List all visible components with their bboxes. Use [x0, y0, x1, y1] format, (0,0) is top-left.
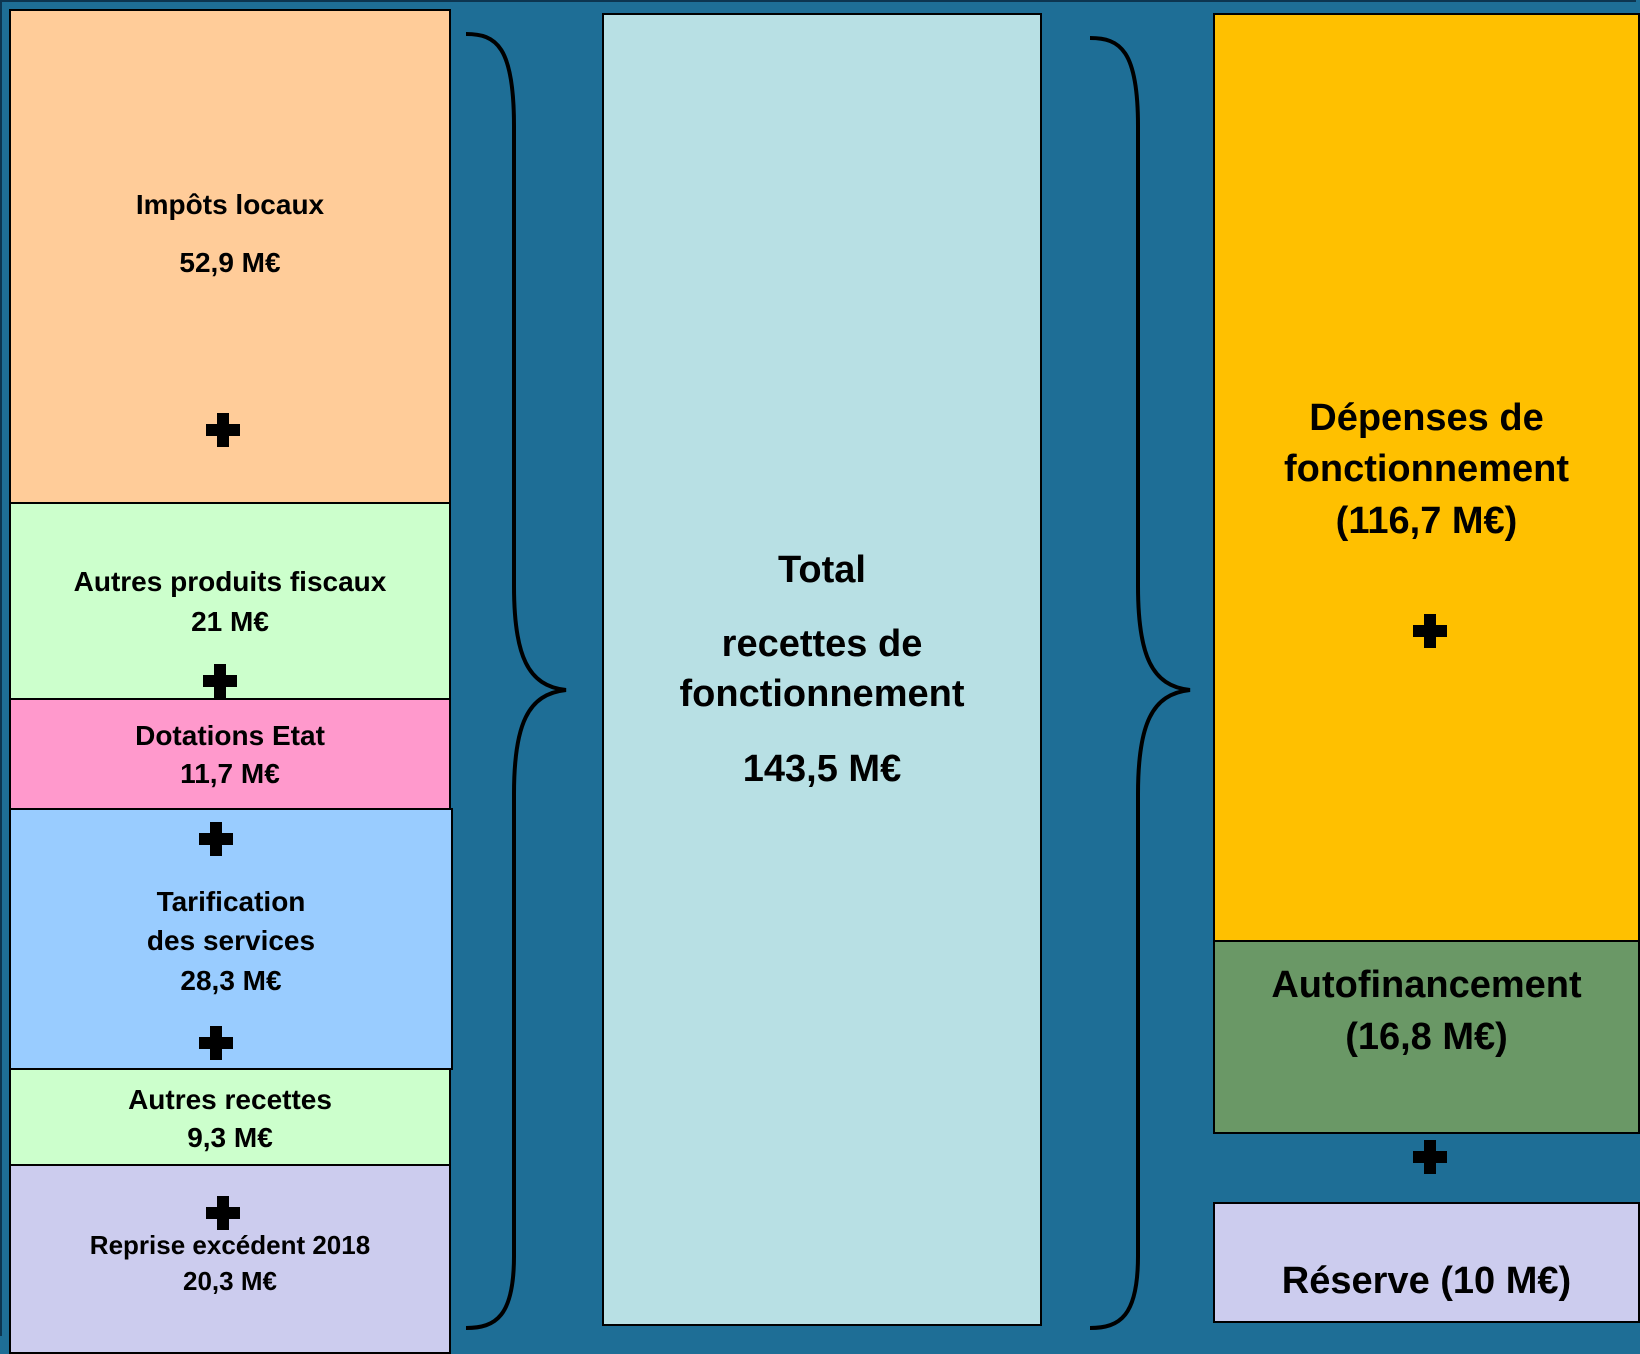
plus-icon	[203, 664, 237, 698]
revenue-autres-recettes: Autres recettes 9,3 M€	[9, 1068, 451, 1166]
plus-icon	[206, 1196, 240, 1230]
plus-icon	[1413, 614, 1447, 648]
total-line2: recettes de	[721, 623, 923, 665]
autres-produits-fiscaux-value: 21 M€	[191, 606, 269, 637]
autres-recettes-value: 9,3 M€	[187, 1122, 273, 1153]
dotations-etat-label: Dotations Etat	[135, 720, 325, 751]
autofinancement-label: Autofinancement	[1271, 964, 1582, 1006]
plus-icon	[199, 822, 233, 856]
autres-produits-fiscaux-label: Autres produits fiscaux	[73, 566, 387, 597]
left-brace-icon	[465, 32, 567, 1330]
revenue-tarification-services: Tarification des services 28,3 M€	[9, 808, 453, 1070]
tarification-label-line1: Tarification	[156, 886, 306, 917]
autres-recettes-label: Autres recettes	[128, 1084, 332, 1115]
reserve-box: Réserve (10 M€)	[1213, 1202, 1640, 1323]
dotations-etat-value: 11,7 M€	[180, 758, 280, 789]
reprise-excedent-value: 20,3 M€	[183, 1266, 277, 1296]
reprise-excedent-label: Reprise excédent 2018	[89, 1230, 371, 1260]
autofinancement-value: (16,8 M€)	[1345, 1016, 1508, 1058]
depenses-value: (116,7 M€)	[1335, 500, 1518, 542]
revenue-reprise-excedent: Reprise excédent 2018 20,3 M€	[9, 1164, 451, 1354]
impots-locaux-label: Impôts locaux	[135, 189, 325, 220]
depenses-line2: fonctionnement	[1284, 448, 1569, 490]
revenue-dotations-etat: Dotations Etat 11,7 M€	[9, 698, 451, 810]
tarification-value: 28,3 M€	[180, 965, 282, 996]
total-line1: Total	[778, 549, 866, 591]
right-brace-icon	[1089, 36, 1191, 1330]
depenses-line1: Dépenses de	[1309, 397, 1544, 439]
revenue-impots-locaux: Impôts locaux 52,9 M€	[9, 9, 451, 504]
total-value: 143,5 M€	[742, 748, 902, 790]
total-line3: fonctionnement	[679, 673, 965, 715]
impots-locaux-value: 52,9 M€	[179, 247, 281, 278]
total-revenues-box: Total recettes de fonctionnement 143,5 M…	[602, 13, 1042, 1326]
depenses-fonctionnement-box: Dépenses de fonctionnement (116,7 M€)	[1213, 13, 1640, 942]
plus-icon	[206, 413, 240, 447]
revenue-autres-produits-fiscaux: Autres produits fiscaux 21 M€	[9, 502, 451, 700]
plus-icon	[1413, 1140, 1447, 1174]
tarification-label-line2: des services	[146, 925, 316, 956]
plus-icon	[199, 1026, 233, 1060]
autofinancement-box: Autofinancement (16,8 M€)	[1213, 940, 1640, 1134]
reserve-label: Réserve (10 M€)	[1281, 1260, 1572, 1302]
